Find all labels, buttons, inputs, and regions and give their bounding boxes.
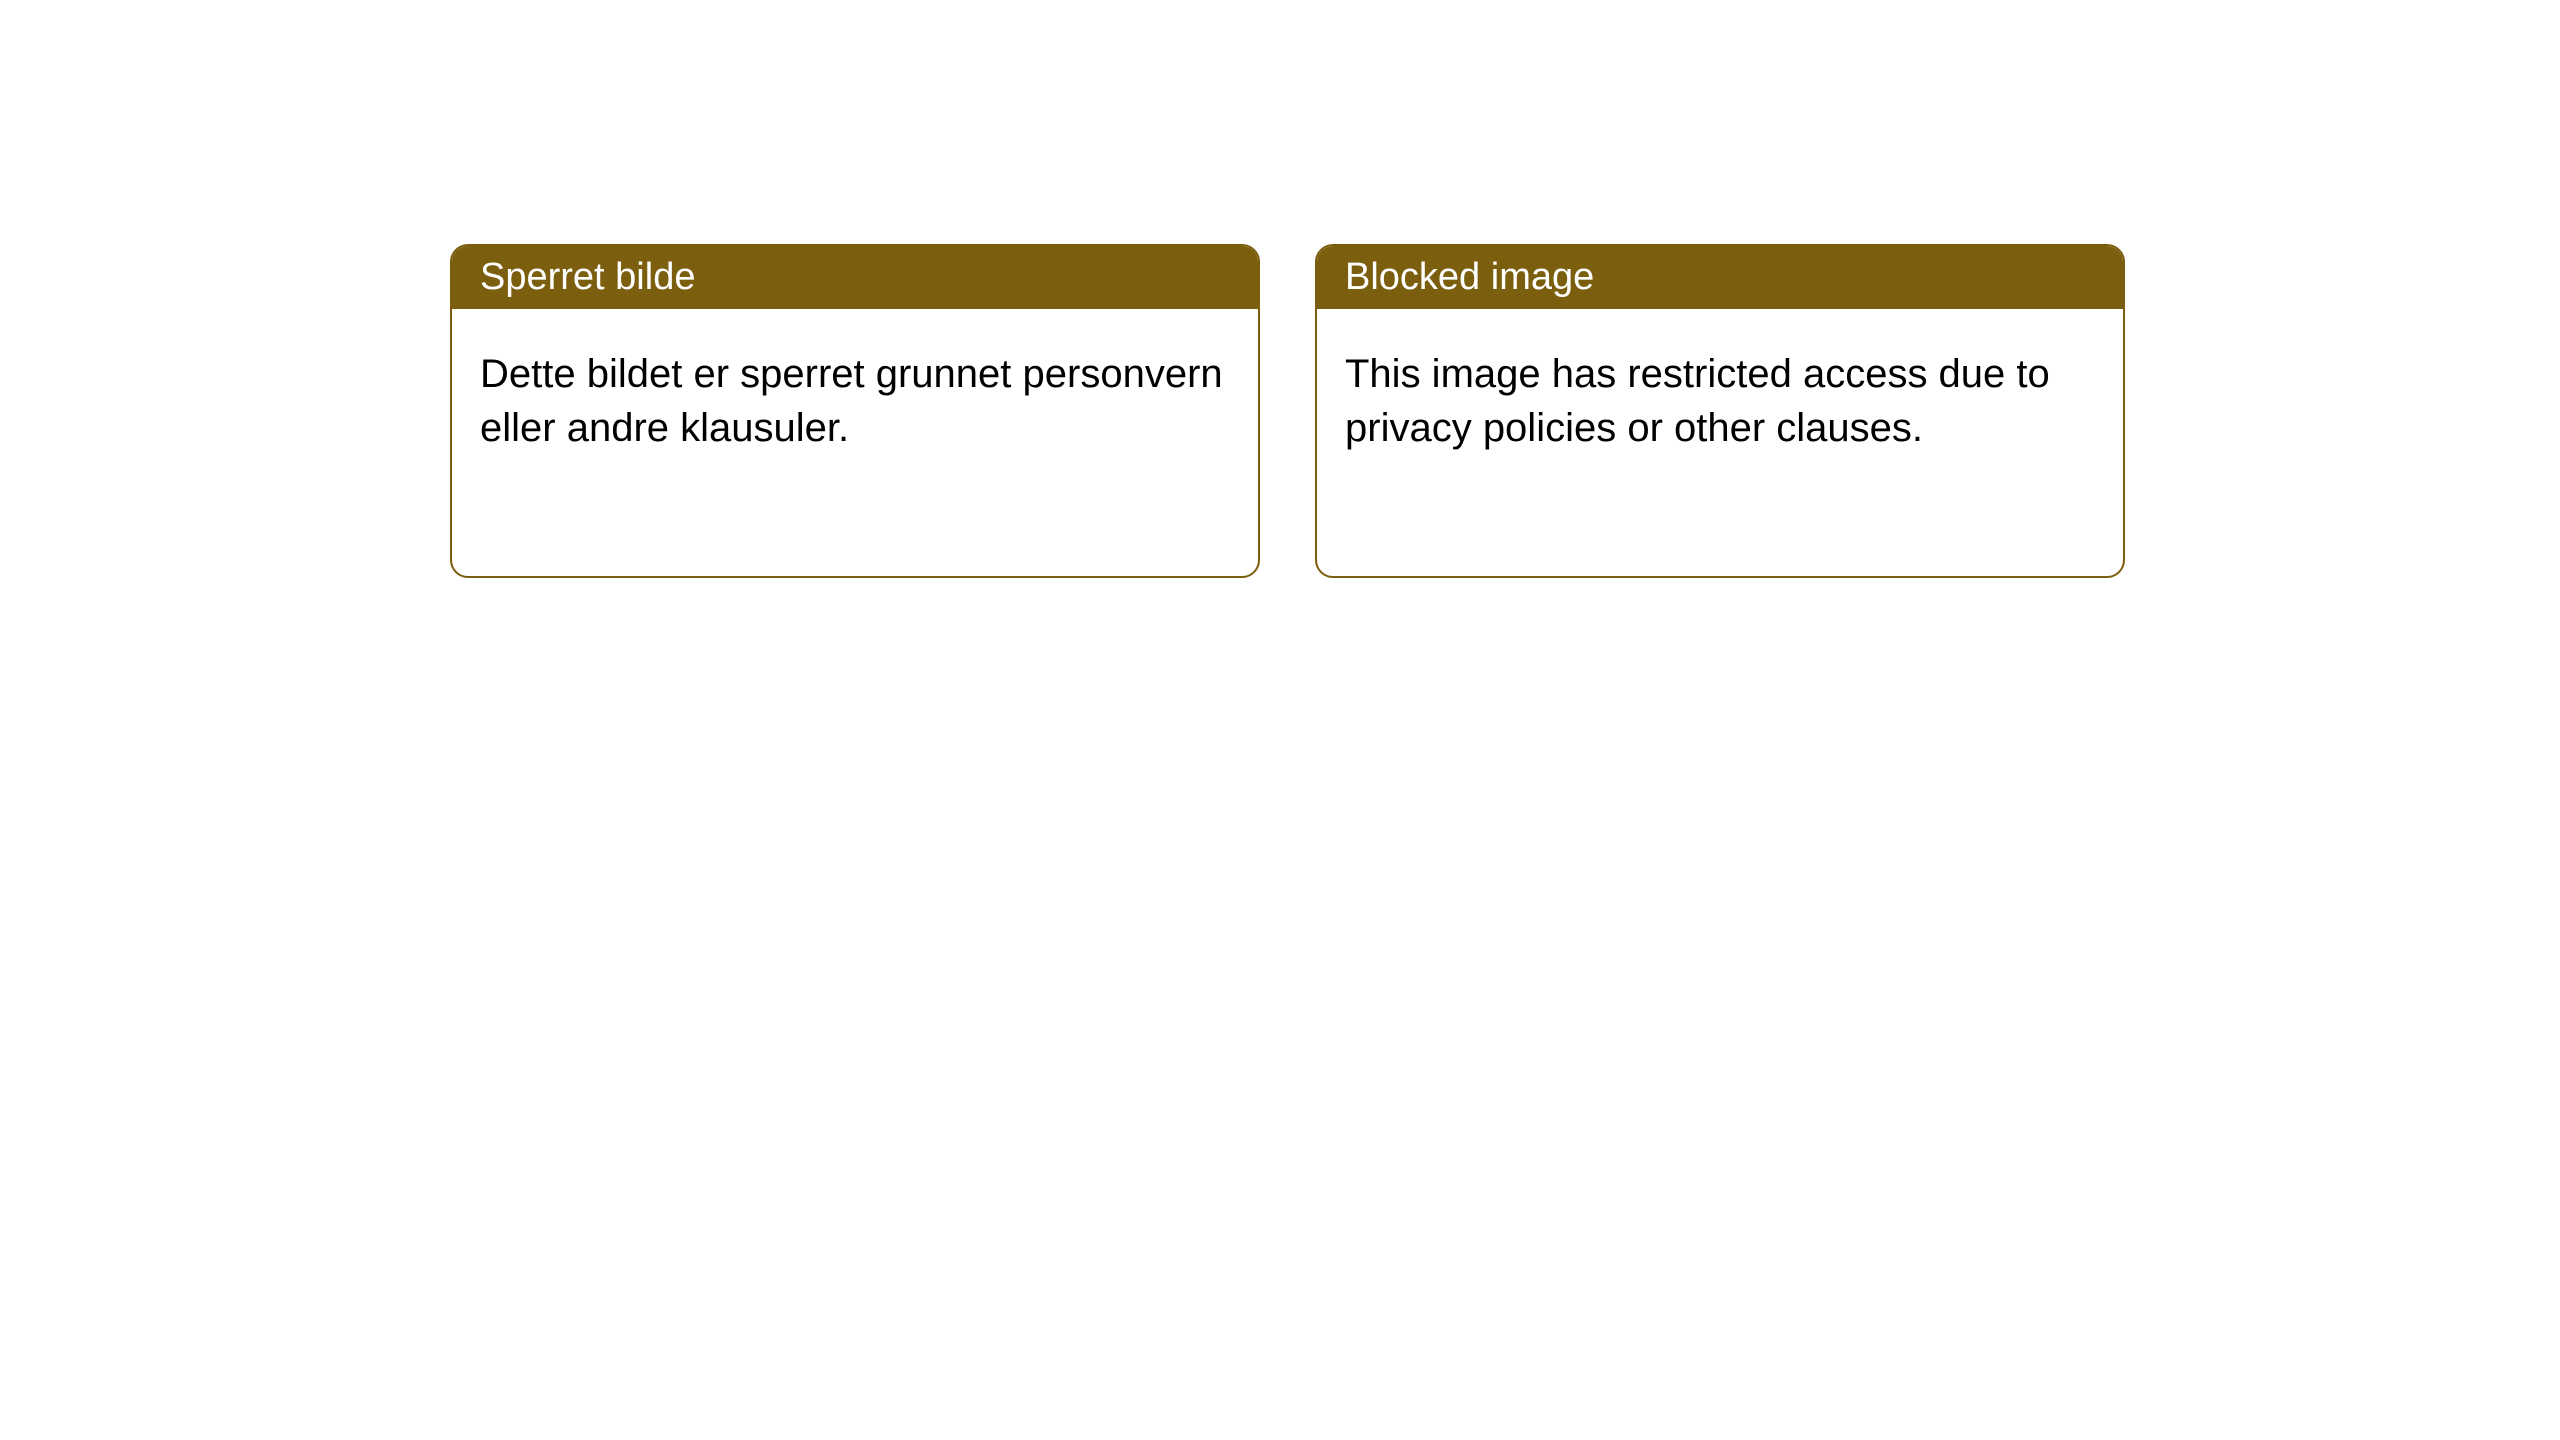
notice-title: Sperret bilde [480, 256, 695, 298]
notice-body-text: Dette bildet er sperret grunnet personve… [480, 352, 1223, 450]
notice-body: This image has restricted access due to … [1317, 309, 2123, 493]
notice-cards-row: Sperret bilde Dette bildet er sperret gr… [0, 0, 2560, 578]
notice-card-english: Blocked image This image has restricted … [1315, 244, 2125, 578]
notice-body: Dette bildet er sperret grunnet personve… [452, 309, 1258, 493]
notice-card-norwegian: Sperret bilde Dette bildet er sperret gr… [450, 244, 1260, 578]
notice-title: Blocked image [1345, 256, 1594, 298]
notice-header: Sperret bilde [452, 246, 1258, 309]
notice-body-text: This image has restricted access due to … [1345, 352, 2050, 450]
notice-header: Blocked image [1317, 246, 2123, 309]
